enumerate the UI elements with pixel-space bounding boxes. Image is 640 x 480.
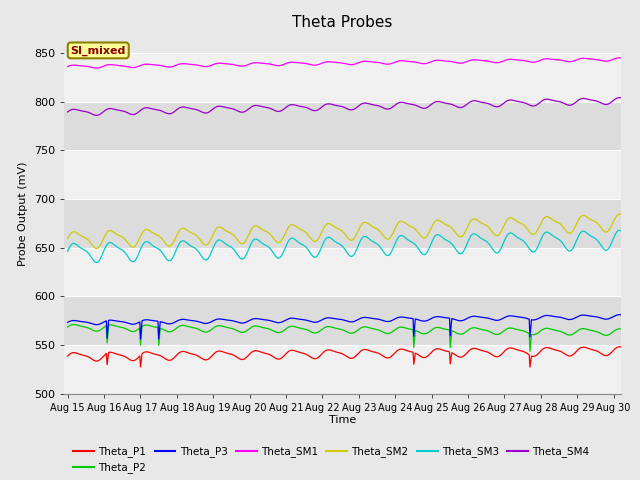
Theta_SM1	[420, 61, 428, 67]
Theta_P2	[526, 348, 534, 354]
Theta_SM2	[420, 235, 428, 241]
Line: Theta_SM1: Theta_SM1	[68, 58, 640, 68]
Theta_P2	[420, 331, 428, 337]
Theta_SM3	[420, 252, 428, 257]
Theta_P2	[452, 330, 460, 336]
Theta_P3	[452, 317, 460, 323]
Theta_SM1	[240, 63, 248, 69]
Theta_P2	[133, 327, 141, 333]
Theta_SM4	[616, 95, 623, 100]
Line: Theta_P1: Theta_P1	[68, 347, 640, 367]
Theta_SM4	[93, 112, 100, 118]
Theta_SM1	[269, 62, 276, 68]
Line: Theta_P3: Theta_P3	[68, 315, 640, 339]
Bar	[64, 345, 621, 394]
Theta_SM3	[133, 255, 141, 261]
Theta_SM2	[240, 240, 248, 246]
Bar	[64, 296, 621, 345]
Text: SI_mixed: SI_mixed	[70, 45, 126, 56]
Theta_SM2	[616, 211, 623, 217]
Theta_SM3	[93, 260, 100, 265]
Theta_P3	[291, 315, 298, 321]
Theta_P3	[240, 320, 248, 326]
Theta_SM4	[240, 109, 248, 115]
Bar	[64, 150, 621, 199]
Theta_P1	[132, 357, 140, 362]
Title: Theta Probes: Theta Probes	[292, 15, 392, 30]
Theta_SM4	[291, 102, 298, 108]
Theta_SM4	[133, 110, 141, 116]
Theta_SM1	[616, 55, 623, 60]
Theta_SM2	[64, 236, 72, 241]
Bar	[64, 102, 621, 150]
Theta_P3	[132, 321, 140, 326]
Theta_SM1	[291, 60, 298, 65]
Theta_SM3	[616, 228, 623, 233]
Theta_P1	[452, 352, 460, 358]
Line: Theta_SM2: Theta_SM2	[68, 214, 640, 249]
Bar	[64, 199, 621, 248]
X-axis label: Time: Time	[329, 415, 356, 425]
Theta_P2	[269, 328, 276, 334]
Theta_SM1	[133, 64, 141, 70]
Theta_P1	[616, 344, 623, 349]
Theta_SM2	[269, 234, 276, 240]
Theta_SM2	[452, 231, 460, 237]
Theta_P1	[239, 357, 247, 362]
Bar	[64, 248, 621, 296]
Theta_SM1	[93, 65, 100, 71]
Theta_SM2	[93, 246, 100, 252]
Line: Theta_P2: Theta_P2	[68, 324, 640, 351]
Theta_P2	[70, 322, 77, 327]
Y-axis label: Probe Output (mV): Probe Output (mV)	[19, 161, 28, 266]
Theta_P3	[616, 312, 623, 318]
Theta_SM1	[64, 63, 72, 69]
Theta_P1	[268, 353, 276, 359]
Theta_P2	[64, 324, 72, 330]
Theta_SM3	[269, 249, 276, 255]
Theta_P3	[137, 336, 145, 342]
Theta_P1	[419, 355, 427, 360]
Theta_SM2	[291, 223, 298, 228]
Theta_P1	[64, 353, 72, 359]
Theta_SM3	[64, 248, 72, 254]
Theta_SM2	[133, 241, 141, 247]
Theta_P3	[269, 318, 276, 324]
Theta_P3	[64, 319, 72, 325]
Theta_SM4	[64, 109, 72, 115]
Theta_P2	[240, 329, 248, 335]
Theta_P1	[526, 364, 534, 370]
Line: Theta_SM3: Theta_SM3	[68, 230, 640, 263]
Legend: Theta_P1, Theta_P2, Theta_P3, Theta_SM1, Theta_SM2, Theta_SM3, Theta_SM4: Theta_P1, Theta_P2, Theta_P3, Theta_SM1,…	[69, 442, 593, 478]
Theta_SM4	[269, 107, 276, 112]
Theta_SM4	[452, 104, 460, 109]
Theta_SM3	[452, 247, 460, 253]
Theta_SM3	[240, 255, 248, 261]
Theta_P2	[291, 324, 298, 330]
Theta_SM1	[452, 60, 460, 66]
Line: Theta_SM4: Theta_SM4	[68, 97, 640, 115]
Theta_P1	[290, 348, 298, 353]
Theta_P3	[420, 318, 428, 324]
Bar	[64, 53, 621, 102]
Theta_SM3	[291, 236, 298, 242]
Theta_SM4	[420, 106, 428, 111]
